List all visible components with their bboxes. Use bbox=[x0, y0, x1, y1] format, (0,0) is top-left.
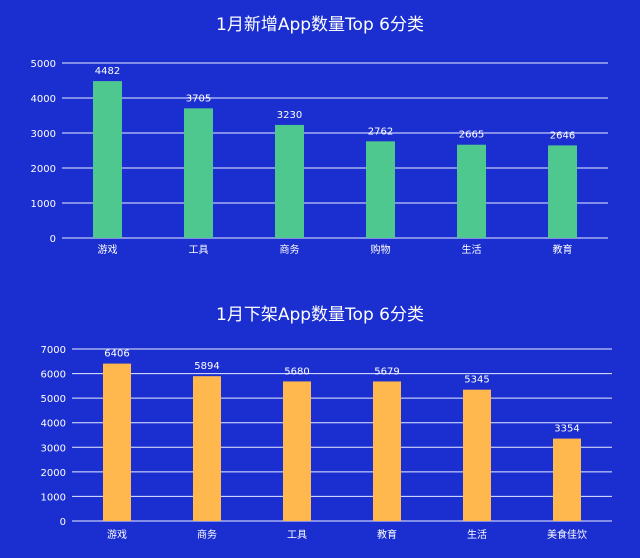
removed-apps-chart: 1月下架App数量Top 6分类 0 1000 2000 3000 4000 5000 600… bbox=[41, 305, 612, 541]
new-data-label: 2646 bbox=[550, 130, 575, 141]
new-bar bbox=[457, 144, 486, 238]
new-y-tick-label: 1000 bbox=[31, 199, 56, 210]
removed-y-tick-label: 0 bbox=[60, 517, 66, 528]
removed-y-tick-label: 1000 bbox=[41, 492, 66, 503]
new-data-label: 3230 bbox=[277, 110, 302, 121]
new-bar bbox=[548, 145, 577, 238]
removed-data-label: 5679 bbox=[374, 366, 399, 377]
removed-bar bbox=[463, 389, 491, 521]
new-data-label: 3705 bbox=[186, 93, 211, 104]
removed-data-label: 5345 bbox=[464, 375, 489, 386]
new-y-tick-label: 0 bbox=[50, 234, 56, 245]
removed-bar bbox=[553, 438, 581, 521]
removed-category-label: 美食佳饮 bbox=[547, 528, 587, 541]
removed-category-label: 商务 bbox=[197, 528, 217, 541]
new-bar bbox=[366, 141, 395, 238]
new-data-label: 2762 bbox=[368, 126, 393, 137]
new-apps-chart: 1月新增App数量Top 6分类 0 1000 2000 3000 4000 5000 448… bbox=[31, 15, 608, 256]
new-category-label: 购物 bbox=[371, 243, 391, 256]
removed-chart-title: 1月下架App数量Top 6分类 bbox=[216, 305, 424, 325]
removed-data-label: 6406 bbox=[104, 349, 129, 360]
removed-bar bbox=[373, 381, 401, 521]
removed-category-label: 教育 bbox=[377, 528, 397, 541]
new-y-tick-label: 3000 bbox=[31, 129, 56, 140]
removed-category-label: 生活 bbox=[467, 528, 487, 541]
new-y-tick-label: 5000 bbox=[31, 59, 56, 70]
new-bar bbox=[93, 81, 122, 238]
new-category-label: 游戏 bbox=[98, 243, 118, 256]
new-category-label: 教育 bbox=[553, 243, 573, 256]
removed-bar bbox=[193, 376, 221, 521]
new-y-tick-label: 4000 bbox=[31, 94, 56, 105]
removed-y-tick-label: 4000 bbox=[41, 419, 66, 430]
new-chart-title: 1月新增App数量Top 6分类 bbox=[216, 15, 424, 35]
removed-data-label: 3354 bbox=[554, 424, 579, 435]
new-bar bbox=[184, 108, 213, 238]
removed-data-label: 5680 bbox=[284, 366, 309, 377]
removed-category-label: 工具 bbox=[287, 529, 307, 541]
new-bar bbox=[275, 124, 304, 238]
new-data-label: 4482 bbox=[95, 66, 120, 77]
new-y-tick-label: 2000 bbox=[31, 164, 56, 175]
new-category-label: 工具 bbox=[189, 244, 209, 256]
new-data-label: 2665 bbox=[459, 130, 484, 141]
removed-y-tick-label: 3000 bbox=[41, 443, 66, 454]
removed-category-label: 游戏 bbox=[107, 528, 127, 541]
new-category-label: 商务 bbox=[280, 243, 300, 256]
removed-bar bbox=[103, 363, 131, 521]
removed-y-tick-label: 5000 bbox=[41, 394, 66, 405]
removed-y-tick-label: 6000 bbox=[41, 370, 66, 381]
removed-y-tick-label: 7000 bbox=[41, 345, 66, 356]
removed-y-tick-label: 2000 bbox=[41, 468, 66, 479]
new-category-label: 生活 bbox=[462, 243, 482, 256]
removed-data-label: 5894 bbox=[194, 361, 219, 372]
removed-bar bbox=[283, 381, 311, 521]
